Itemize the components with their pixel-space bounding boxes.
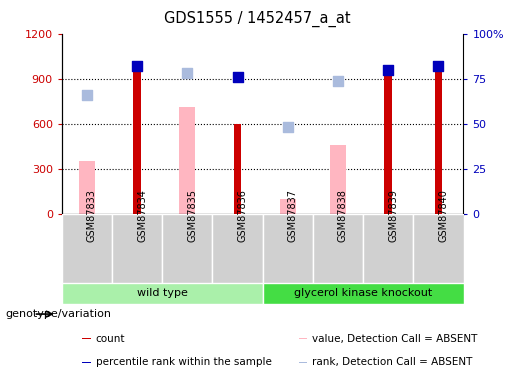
Bar (112, 214, 162, 283)
Text: GSM87835: GSM87835 (187, 189, 197, 242)
Point (284, 124, 292, 130)
Text: percentile rank within the sample: percentile rank within the sample (96, 357, 272, 368)
Text: GSM87837: GSM87837 (288, 189, 298, 242)
Bar (363, 214, 413, 283)
Bar (179, 107, 195, 214)
Text: GSM87834: GSM87834 (137, 189, 147, 242)
Point (384, 67, 392, 73)
Text: wild type: wild type (137, 288, 187, 298)
Bar (330, 145, 346, 214)
Text: genotype/variation: genotype/variation (5, 309, 111, 319)
Bar (62, 283, 263, 304)
Point (183, 70, 192, 76)
Text: glycerol kinase knockout: glycerol kinase knockout (294, 288, 432, 298)
Bar (62, 214, 112, 283)
Bar (313, 214, 363, 283)
Bar (82, 362, 91, 363)
Bar (435, 68, 442, 214)
Point (334, 78, 342, 84)
Text: GSM87840: GSM87840 (438, 189, 449, 242)
Text: rank, Detection Call = ABSENT: rank, Detection Call = ABSENT (312, 357, 472, 368)
Text: GSM87836: GSM87836 (237, 189, 248, 242)
Text: value, Detection Call = ABSENT: value, Detection Call = ABSENT (312, 333, 477, 344)
Bar (212, 214, 263, 283)
Bar (162, 214, 212, 283)
Bar (133, 68, 141, 214)
Bar (299, 338, 307, 339)
Bar (79, 161, 95, 214)
Bar (234, 124, 242, 214)
Text: GDS1555 / 1452457_a_at: GDS1555 / 1452457_a_at (164, 11, 351, 27)
Bar (413, 214, 464, 283)
Text: count: count (96, 333, 125, 344)
Point (133, 63, 141, 69)
Text: GSM87839: GSM87839 (388, 189, 398, 242)
Bar (263, 214, 313, 283)
Point (434, 63, 442, 69)
Text: GSM87833: GSM87833 (87, 189, 97, 242)
Point (233, 74, 242, 80)
Bar (299, 362, 307, 363)
Bar (82, 338, 91, 339)
Bar (280, 199, 296, 214)
Point (83, 92, 91, 98)
Bar (384, 71, 392, 214)
Bar (263, 283, 464, 304)
Text: GSM87838: GSM87838 (338, 189, 348, 242)
